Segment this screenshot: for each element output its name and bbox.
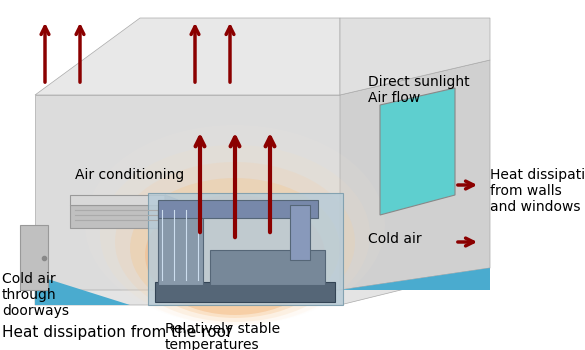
Polygon shape bbox=[165, 195, 178, 233]
Polygon shape bbox=[380, 88, 455, 215]
Ellipse shape bbox=[145, 195, 325, 315]
Polygon shape bbox=[35, 275, 130, 305]
Text: Cold air: Cold air bbox=[368, 232, 422, 246]
Text: Heat dissipation
from walls
and windows: Heat dissipation from walls and windows bbox=[490, 168, 585, 215]
Text: Heat dissipation from the roof: Heat dissipation from the roof bbox=[2, 325, 232, 340]
Polygon shape bbox=[340, 60, 490, 290]
Polygon shape bbox=[340, 268, 490, 290]
Text: Relatively stable
temperatures: Relatively stable temperatures bbox=[165, 322, 280, 350]
Polygon shape bbox=[70, 195, 165, 205]
Bar bbox=[210, 250, 325, 285]
Bar bbox=[158, 200, 318, 218]
Text: Direct sunlight
Air flow: Direct sunlight Air flow bbox=[368, 75, 470, 105]
Polygon shape bbox=[35, 95, 340, 290]
Polygon shape bbox=[70, 205, 165, 228]
Bar bbox=[158, 210, 203, 285]
Polygon shape bbox=[340, 18, 490, 95]
Bar bbox=[290, 205, 310, 260]
Bar bbox=[20, 225, 48, 290]
Bar bbox=[155, 282, 335, 302]
Bar bbox=[148, 193, 343, 305]
Text: Cold air
through
doorways: Cold air through doorways bbox=[2, 272, 69, 318]
Ellipse shape bbox=[100, 145, 370, 325]
Ellipse shape bbox=[130, 178, 340, 318]
Ellipse shape bbox=[115, 162, 355, 322]
Ellipse shape bbox=[85, 125, 385, 325]
Text: Air conditioning: Air conditioning bbox=[75, 168, 184, 182]
Polygon shape bbox=[35, 18, 340, 95]
Polygon shape bbox=[35, 268, 490, 305]
